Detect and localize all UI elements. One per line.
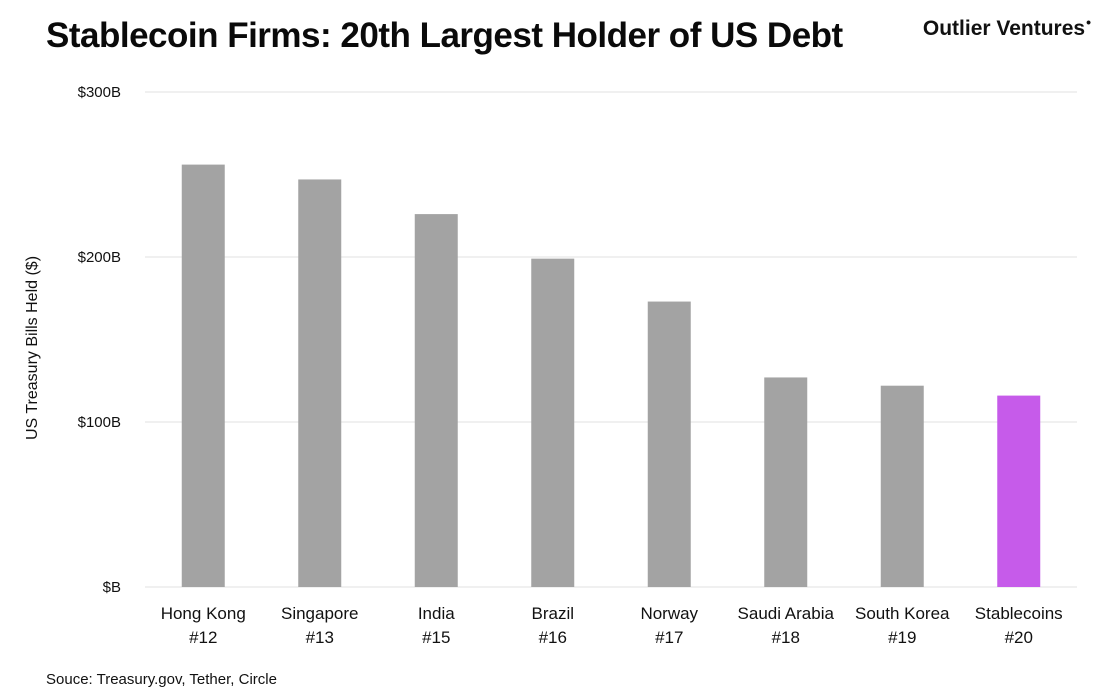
- x-rank-label: #13: [306, 628, 334, 647]
- y-tick-label: $100B: [78, 414, 121, 431]
- y-axis-ticks: $B $100B $200B $300B: [78, 84, 121, 596]
- x-category-label: India: [418, 604, 455, 623]
- y-tick-label: $200B: [78, 249, 121, 266]
- x-category-label: South Korea: [855, 604, 950, 623]
- x-category-label: Saudi Arabia: [738, 604, 835, 623]
- source-note: Souce: Treasury.gov, Tether, Circle: [46, 671, 277, 688]
- bar: [880, 385, 924, 587]
- bar: [298, 179, 342, 587]
- x-category-label: Brazil: [531, 604, 574, 623]
- bar: [414, 214, 458, 587]
- x-rank-label: #18: [772, 628, 800, 647]
- x-axis-labels: Hong Kong #12 Singapore #13 India #15 Brazil #1…: [161, 604, 1063, 647]
- x-rank-label: #15: [422, 628, 450, 647]
- x-rank-label: #19: [888, 628, 916, 647]
- bar: [647, 301, 691, 587]
- x-category-label: Hong Kong: [161, 604, 246, 623]
- brand-logo: Outlier Ventures•: [923, 14, 1091, 41]
- bar: [181, 164, 225, 587]
- y-axis-title: US Treasury Bills Held ($): [24, 256, 41, 440]
- chart-title: Stablecoin Firms: 20th Largest Holder of…: [46, 16, 843, 55]
- bars: [181, 164, 1041, 587]
- bar: [764, 377, 808, 587]
- y-tick-label: $300B: [78, 84, 121, 101]
- bar: [531, 258, 575, 587]
- x-rank-label: #16: [539, 628, 567, 647]
- grid-lines: [145, 91, 1077, 588]
- brand-name: Outlier Ventures: [922, 17, 1086, 40]
- x-rank-label: #12: [189, 628, 217, 647]
- x-category-label: Norway: [640, 604, 698, 623]
- brand-dot-icon: •: [1086, 14, 1091, 30]
- x-rank-label: #17: [655, 628, 683, 647]
- bar: [997, 395, 1041, 587]
- x-rank-label: #20: [1005, 628, 1033, 647]
- x-category-label: Stablecoins: [975, 604, 1063, 623]
- y-tick-label: $B: [103, 579, 121, 596]
- x-category-label: Singapore: [281, 604, 359, 623]
